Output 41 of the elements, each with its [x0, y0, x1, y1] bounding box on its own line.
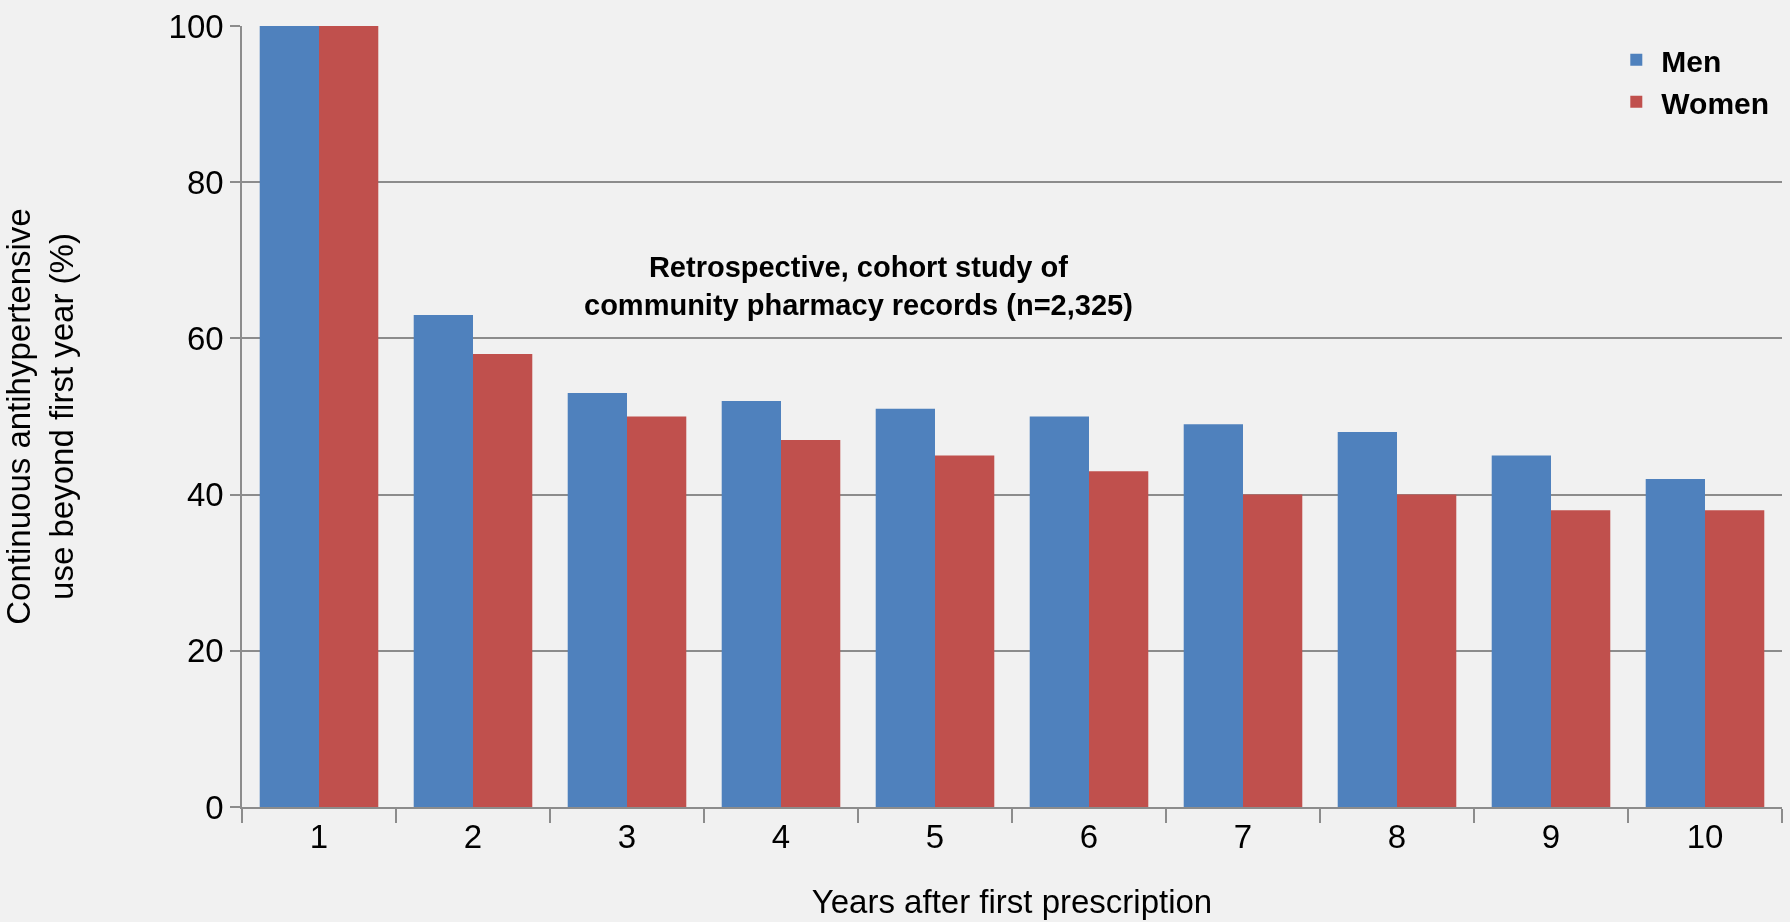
x-tick-label: 3	[617, 818, 637, 856]
bar	[1491, 455, 1551, 807]
bar	[1089, 471, 1149, 807]
y-tick-label: 80	[186, 163, 224, 201]
bar	[1029, 416, 1089, 807]
bar	[413, 314, 473, 807]
x-tick-label: 6	[1079, 818, 1099, 856]
x-axis-title: Years after first prescription	[811, 883, 1213, 921]
x-tick-label: 1	[309, 818, 329, 856]
bar	[1551, 510, 1611, 807]
y-tick-label: 40	[186, 476, 224, 514]
bar	[935, 455, 995, 807]
bar	[781, 439, 841, 807]
y-axis-title: Continuous antihypertensive use beyond first year (%)	[0, 208, 80, 625]
bar	[319, 26, 379, 807]
bar	[721, 400, 781, 807]
bar	[1243, 494, 1303, 807]
y-tick-label: 60	[186, 319, 224, 357]
bar	[1645, 478, 1705, 807]
bar	[1397, 494, 1457, 807]
bar	[1337, 432, 1397, 807]
annotation: Retrospective, cohort study of community pharmacy records (n=2,325)	[584, 251, 1133, 321]
bar	[473, 354, 533, 807]
legend-label: Women	[1661, 86, 1770, 120]
x-tick-label: 9	[1541, 818, 1561, 856]
y-tick-label: 100	[168, 7, 224, 45]
legend-label: Men	[1661, 44, 1722, 78]
x-tick-label: 5	[925, 818, 945, 856]
x-tick-label: 8	[1387, 818, 1407, 856]
x-tick-label: 10	[1686, 818, 1724, 856]
x-tick-label: 2	[463, 818, 483, 856]
bar	[875, 408, 935, 807]
bar	[1705, 510, 1765, 807]
bar	[567, 393, 627, 807]
x-tick-label: 4	[771, 818, 791, 856]
x-tick-label: 7	[1233, 818, 1253, 856]
bar	[259, 26, 319, 807]
y-tick-label: 20	[186, 632, 224, 670]
bar	[1183, 424, 1243, 807]
y-tick-label: 0	[205, 788, 224, 826]
bar	[627, 416, 687, 807]
